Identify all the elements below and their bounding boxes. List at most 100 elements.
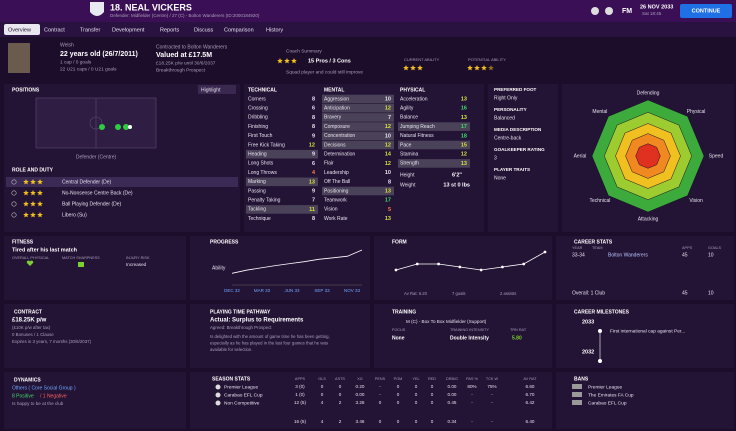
label: 2 bbox=[339, 419, 342, 424]
label: 0 bbox=[397, 400, 400, 405]
attribute-name: Flair bbox=[324, 161, 334, 167]
label: 1 (0) bbox=[295, 392, 305, 397]
radio[interactable] bbox=[11, 179, 17, 185]
label: Is delighted with the amount of game tim… bbox=[210, 334, 330, 339]
tab[interactable]: Contract bbox=[44, 27, 65, 33]
label: 2 assists bbox=[500, 291, 516, 296]
info-panel bbox=[488, 84, 558, 232]
active-tab[interactable] bbox=[4, 24, 40, 35]
label: 2033 bbox=[582, 319, 594, 325]
attribute-name: Bravery bbox=[324, 115, 342, 121]
attribute-name: Crossing bbox=[248, 106, 268, 112]
radio[interactable] bbox=[11, 190, 17, 196]
radio[interactable] bbox=[11, 212, 17, 218]
attribute-value: 17 bbox=[385, 198, 391, 204]
attribute-value: 9 bbox=[312, 188, 315, 194]
label: PLAYING TIME PATHWAY bbox=[210, 309, 271, 315]
radio[interactable] bbox=[11, 201, 17, 207]
star bbox=[23, 179, 29, 185]
tab[interactable]: Comparison bbox=[224, 27, 254, 33]
fitness-panel bbox=[4, 236, 186, 300]
dropdown[interactable] bbox=[198, 85, 236, 94]
label: GOALKEEPER RATING bbox=[494, 147, 545, 152]
label: 3.26 bbox=[356, 400, 365, 405]
label: GLS bbox=[318, 377, 326, 381]
milestone-dot bbox=[598, 359, 602, 363]
tab[interactable]: Overview bbox=[8, 27, 31, 33]
label: 6.70 bbox=[526, 392, 535, 397]
tab[interactable]: Reports bbox=[160, 27, 180, 33]
contract-panel bbox=[4, 304, 186, 368]
label: APPS bbox=[295, 377, 306, 381]
label: DYNAMICS bbox=[14, 377, 41, 383]
player-photo bbox=[8, 43, 30, 73]
attribute-name: Acceleration bbox=[400, 96, 428, 102]
label: Av Rat: 6.20 bbox=[404, 291, 428, 296]
attribute-name: Agility bbox=[400, 106, 414, 112]
continue-label: CONTINUE bbox=[692, 8, 721, 14]
key-attribute bbox=[322, 113, 394, 122]
radar-label: Defending bbox=[637, 90, 660, 96]
label: First international cap against Per... bbox=[610, 328, 685, 334]
attribute-name: Concentration bbox=[324, 133, 355, 139]
attribute-value: 13 bbox=[385, 216, 391, 222]
tab[interactable]: Discuss bbox=[194, 27, 214, 33]
form-point bbox=[522, 262, 526, 266]
label: Weight bbox=[400, 182, 416, 188]
label: APPS bbox=[682, 246, 693, 250]
label: / 1 Negative bbox=[40, 393, 67, 399]
attribute-name: Passing bbox=[248, 188, 266, 194]
star bbox=[30, 190, 36, 196]
radar-label: Attacking bbox=[638, 216, 659, 222]
label: 45 bbox=[682, 252, 688, 258]
label: ROLE AND DUTY bbox=[12, 167, 54, 173]
label: 2 bbox=[339, 400, 342, 405]
ban-icon bbox=[572, 400, 582, 405]
label: TCK W bbox=[486, 377, 499, 381]
date-label: MAR 33 bbox=[254, 288, 271, 293]
label: 0.20 bbox=[356, 384, 365, 389]
label: 2032 bbox=[582, 349, 594, 355]
label: 0 bbox=[415, 400, 418, 405]
attribute-value: 10 bbox=[385, 133, 391, 139]
radar-label: Mental bbox=[592, 109, 607, 115]
label: 0 bbox=[397, 419, 400, 424]
form-point bbox=[437, 262, 440, 266]
star bbox=[23, 190, 29, 196]
attribute-value: 13 bbox=[309, 179, 315, 185]
form-point bbox=[501, 265, 504, 269]
label: Double Intensity bbox=[450, 335, 489, 341]
label: Right Only bbox=[494, 95, 518, 101]
attribute-name: Finishing bbox=[248, 124, 268, 130]
attribute-value: 5 bbox=[388, 207, 391, 213]
attribute-name: Technique bbox=[248, 216, 271, 222]
star bbox=[410, 65, 416, 71]
label: Welsh bbox=[60, 42, 74, 48]
tab[interactable]: Development bbox=[112, 27, 145, 33]
label: 45 bbox=[682, 290, 688, 296]
selected-row bbox=[6, 177, 238, 187]
label: Expires in 3 years, 7 months (30/6/2037) bbox=[12, 339, 92, 344]
label: TEAM bbox=[592, 246, 603, 250]
star bbox=[30, 212, 36, 218]
tab[interactable]: History bbox=[266, 27, 283, 33]
label: PREFERRED FOOT bbox=[494, 87, 537, 92]
label: 10 bbox=[708, 290, 714, 296]
attribute-name: Vision bbox=[324, 207, 338, 213]
position-dot bbox=[115, 124, 121, 130]
star bbox=[30, 201, 36, 207]
tab[interactable]: Transfer bbox=[80, 27, 100, 33]
label: 6.60 bbox=[526, 384, 535, 389]
key-attribute bbox=[322, 94, 394, 104]
label: 0 bbox=[321, 384, 324, 389]
label: Valued at £17.5M bbox=[156, 52, 212, 59]
position-dot bbox=[128, 125, 132, 129]
label: 16 (5) bbox=[294, 419, 306, 424]
label: FITNESS bbox=[12, 239, 34, 245]
attribute-name: Positioning bbox=[324, 188, 349, 194]
continue-button[interactable] bbox=[680, 4, 732, 18]
label: available for selection. bbox=[210, 347, 253, 352]
player-name: 18. NEAL VICKERS bbox=[110, 2, 192, 12]
label: CAREER MILESTONES bbox=[574, 309, 630, 315]
label: Actual: Surplus to Requirements bbox=[210, 318, 304, 324]
